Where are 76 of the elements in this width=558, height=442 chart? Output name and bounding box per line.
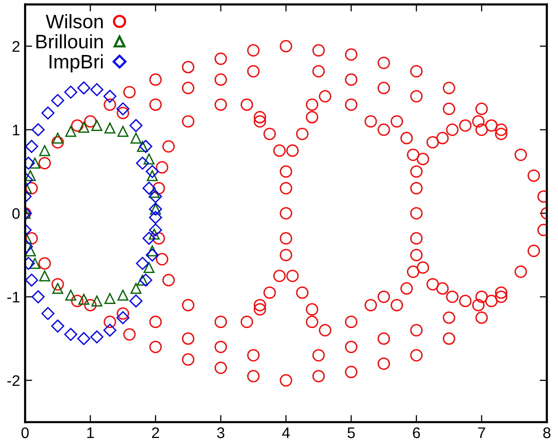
point [130,132,142,144]
point [77,81,90,94]
point [78,122,90,133]
point [25,274,38,287]
point [103,90,116,103]
point [51,94,64,108]
point [65,126,76,137]
point [64,328,78,341]
point [25,170,36,182]
point [29,258,40,269]
point [64,86,78,99]
point [104,292,116,304]
point [137,140,148,152]
point [32,290,45,304]
point [130,282,142,294]
point [32,123,45,136]
x-tick-label: 7 [478,428,486,438]
y-tick-label: -1 [7,292,20,302]
x-tick-label: 4 [282,428,290,438]
point [146,170,158,182]
point [117,126,128,137]
point [51,320,64,333]
point [139,274,152,287]
x-tick-label: 6 [412,427,420,438]
point [29,158,40,169]
point [142,182,156,195]
point [142,232,156,245]
point [139,140,152,153]
point [144,153,155,164]
point [136,156,150,170]
point [91,295,102,306]
x-tick-label: 0 [21,427,29,438]
point [103,324,116,337]
point [146,245,158,256]
legend-label: Wilson [46,14,103,28]
point [91,120,102,132]
point [148,228,160,240]
point [136,256,150,270]
point [129,294,142,308]
legend-label: Brillouin [36,34,103,48]
x-tick-label: 1 [87,428,94,438]
x-tick-label: 8 [543,427,550,438]
point [146,164,159,178]
point [52,132,64,144]
x-tick-label: 3 [217,427,224,438]
point [149,223,162,236]
point [137,274,148,286]
point [41,306,54,320]
point [90,330,104,344]
legend-label: ImpBri [50,54,103,72]
point [39,145,50,156]
point [52,282,64,294]
x-tick-label: 2 [152,427,160,438]
point [149,190,162,204]
point [144,262,155,274]
point [117,290,128,301]
point [146,248,159,262]
point [116,311,130,324]
point [65,290,76,301]
y-tick-label: 0 [12,208,20,219]
y-tick-label: -2 [7,375,20,386]
point [90,83,104,96]
point [39,270,50,282]
point [116,102,130,116]
point [78,294,90,305]
point [148,186,160,198]
point [129,119,142,132]
point [41,106,54,120]
y-tick-label: 2 [12,41,20,52]
point [149,210,162,224]
point [104,122,116,134]
y-tick-label: 1 [12,124,20,136]
x-tick-label: 5 [348,428,355,438]
point [77,332,90,346]
point [25,245,36,256]
point [25,140,38,153]
